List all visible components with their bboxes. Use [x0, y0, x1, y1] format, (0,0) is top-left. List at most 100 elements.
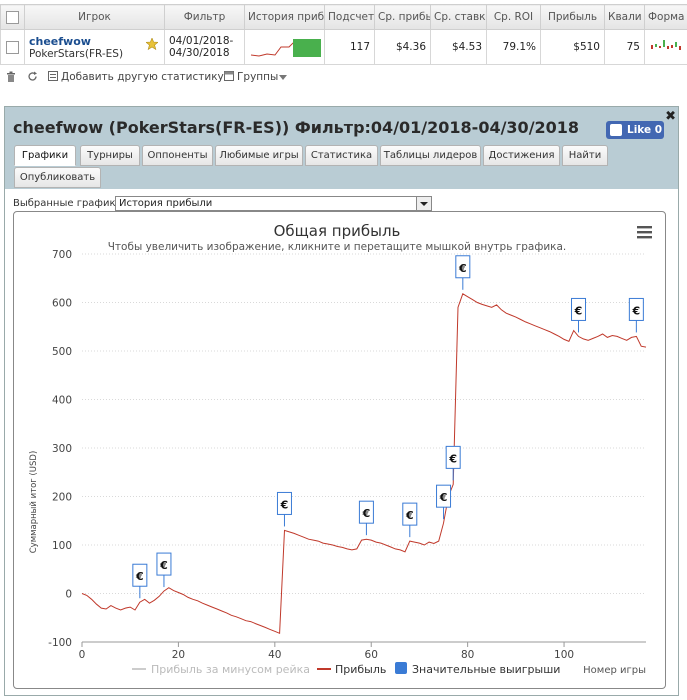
- big-win-flag-label: €: [439, 491, 448, 504]
- big-win-flag[interactable]: €: [445, 445, 461, 481]
- x-tick-label: 100: [554, 649, 574, 661]
- player-stats-table: Игрок Фильтр История прибы Подсчет Ср. п…: [0, 4, 687, 65]
- player-detail-panel: cheefwow (PokerStars(FR-ES)) Фильтр:04/0…: [4, 106, 679, 696]
- player-site: PokerStars(FR-ES): [29, 47, 124, 60]
- header-player[interactable]: Игрок: [24, 4, 165, 30]
- facebook-like-button[interactable]: Like 0: [606, 121, 664, 139]
- chart-select[interactable]: История прибыли: [115, 196, 432, 211]
- y-tick-label: 100: [52, 540, 72, 552]
- select-all-checkbox[interactable]: [6, 10, 19, 24]
- y-tick-label: 500: [52, 346, 72, 358]
- form-cell: [644, 29, 687, 65]
- groups-icon: [224, 71, 234, 84]
- profit-sparkline[interactable]: [249, 33, 321, 59]
- big-win-flag-box: [571, 297, 587, 321]
- table-toolbar: Добавить другую статистику Группы: [0, 69, 687, 87]
- x-tick-label: 60: [365, 649, 378, 661]
- count-cell: 117: [324, 29, 375, 65]
- tab-favorite-games[interactable]: Любимые игры: [215, 145, 303, 166]
- header-avg-roi[interactable]: Ср. ROI: [486, 4, 541, 30]
- y-tick-label: 200: [52, 492, 72, 504]
- big-win-flag[interactable]: €: [436, 484, 452, 520]
- avg-stake-cell: $4.53: [430, 29, 487, 65]
- chevron-down-icon[interactable]: [279, 72, 287, 84]
- tab-leaderboards[interactable]: Таблицы лидеров: [380, 145, 481, 166]
- tab-charts[interactable]: Графики: [14, 145, 76, 166]
- big-win-flag-label: €: [632, 304, 641, 317]
- big-win-flag[interactable]: €: [276, 491, 292, 527]
- tab-publish[interactable]: Опубликовать: [14, 167, 101, 188]
- filter-start: 04/01/2018-: [169, 35, 234, 47]
- selected-charts-label: Выбранные графики:: [13, 198, 126, 209]
- avg-roi-cell: 79.1%: [486, 29, 541, 65]
- panel-title: cheefwow (PokerStars(FR-ES)) Фильтр:04/0…: [13, 118, 580, 137]
- legend-profit-label[interactable]: Прибыль: [335, 663, 386, 676]
- big-win-flag[interactable]: €: [571, 297, 587, 333]
- profit-series-line[interactable]: [81, 293, 647, 635]
- header-profit-history[interactable]: История прибы: [244, 4, 325, 30]
- qualification-cell: 75: [604, 29, 645, 65]
- big-win-flag-label: €: [362, 507, 371, 520]
- x-tick-label: 0: [79, 649, 86, 661]
- player-name-link[interactable]: cheefwow: [29, 34, 91, 48]
- big-win-flag-box: [358, 500, 374, 524]
- header-avg-stake[interactable]: Ср. ставк.: [430, 4, 487, 30]
- x-tick-label: 20: [172, 649, 185, 661]
- facebook-icon: [610, 124, 622, 136]
- avg-profit-cell: $4.36: [374, 29, 431, 65]
- big-win-flag[interactable]: €: [156, 552, 172, 588]
- refresh-icon[interactable]: [27, 71, 38, 85]
- x-tick-label: 80: [461, 649, 474, 661]
- big-win-flag[interactable]: €: [402, 502, 418, 538]
- profit-chart[interactable]: Общая прибыль Чтобы увеличить изображени…: [14, 212, 665, 688]
- chart-select-value: История прибыли: [119, 198, 213, 209]
- header-avg-profit[interactable]: Ср. прибы: [374, 4, 431, 30]
- table-row: cheefwow PokerStars(FR-ES) 04/01/2018- 0…: [0, 29, 687, 65]
- header-count[interactable]: Подсчет: [324, 4, 375, 30]
- big-win-flag[interactable]: €: [132, 563, 148, 599]
- medal-icon: [146, 38, 158, 51]
- big-win-flag[interactable]: €: [455, 255, 471, 290]
- big-win-flag-label: €: [405, 509, 414, 522]
- tab-tournaments[interactable]: Турниры: [80, 145, 140, 166]
- big-win-flag-box: [156, 552, 172, 576]
- row-checkbox-cell: [0, 29, 25, 65]
- big-win-flag-box: [455, 255, 471, 279]
- header-profit[interactable]: Прибыль: [540, 4, 605, 30]
- tab-opponents[interactable]: Оппоненты: [142, 145, 213, 166]
- row-checkbox[interactable]: [6, 40, 19, 54]
- header-qualification[interactable]: Квали: [604, 4, 645, 30]
- header-checkbox: [0, 4, 25, 30]
- chevron-down-icon[interactable]: [416, 197, 431, 210]
- chart-menu-icon[interactable]: [637, 226, 652, 239]
- big-win-flag[interactable]: €: [628, 297, 644, 333]
- chart-legend: Прибыль за минусом рейка Прибыль Значите…: [132, 662, 560, 676]
- y-tick-label: 300: [52, 443, 72, 455]
- big-win-flags: € € € € € € € € € €: [132, 255, 644, 599]
- big-win-flag-label: €: [458, 262, 467, 275]
- tab-find[interactable]: Найти: [562, 145, 608, 166]
- big-win-flag-box: [276, 491, 292, 515]
- big-win-flag-label: €: [280, 498, 289, 511]
- header-filter[interactable]: Фильтр: [164, 4, 245, 30]
- big-win-flag-label: €: [135, 570, 144, 583]
- big-win-flag-label: €: [448, 452, 457, 465]
- legend-rake-label[interactable]: Прибыль за минусом рейка: [151, 663, 310, 676]
- y-tick-label: -100: [48, 637, 72, 649]
- trash-icon[interactable]: [6, 71, 16, 85]
- header-form[interactable]: Форма: [644, 4, 687, 30]
- add-stat-icon: [48, 71, 58, 84]
- y-tick-label: 600: [52, 298, 72, 310]
- big-win-flag-box: [628, 297, 644, 321]
- groups-button[interactable]: Группы: [237, 71, 279, 83]
- tab-achievements[interactable]: Достижения: [483, 145, 560, 166]
- player-cell: cheefwow PokerStars(FR-ES): [24, 29, 165, 65]
- form-sparkline: [651, 39, 681, 50]
- chart-title: Общая прибыль: [274, 222, 401, 240]
- tab-statistics[interactable]: Статистика: [305, 145, 378, 166]
- close-icon[interactable]: ✖: [665, 109, 676, 124]
- big-win-flag[interactable]: €: [358, 500, 374, 536]
- legend-bigwin-label[interactable]: Значительные выигрыши: [412, 663, 560, 676]
- filter-end: 04/30/2018: [169, 47, 230, 59]
- add-stat-button[interactable]: Добавить другую статистику: [61, 71, 224, 83]
